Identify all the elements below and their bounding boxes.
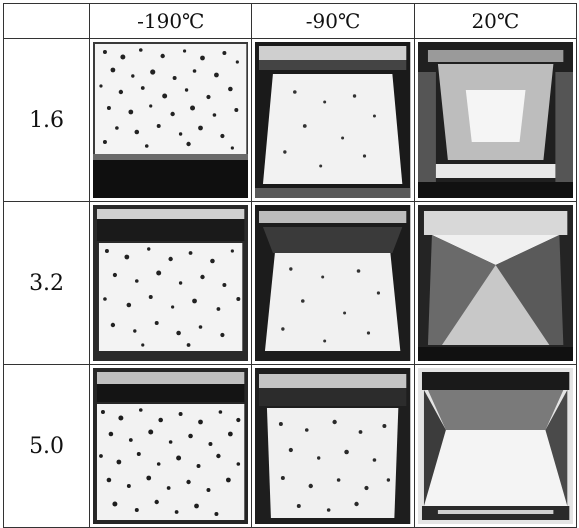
image-cell (89, 201, 253, 365)
specimen-photo (417, 42, 573, 198)
specimen-photo (255, 368, 411, 524)
image-cell (251, 364, 415, 528)
column-header-minus-90: -90℃ (251, 3, 415, 39)
specimen-photo (417, 205, 573, 361)
specimen-photo (255, 205, 411, 361)
row-label-3-2: 3.2 (2, 201, 91, 365)
specimen-photo (93, 368, 249, 524)
specimen-photo (93, 205, 249, 361)
table-row: 1.6 (2, 38, 578, 202)
fracture-surface-table: -190℃ -90℃ 20℃ 1.6 (2, 3, 578, 528)
image-cell (251, 38, 415, 202)
specimen-photo (417, 368, 573, 524)
image-cell (89, 364, 253, 528)
image-cell (413, 364, 578, 528)
image-cell (413, 201, 578, 365)
header-row: -190℃ -90℃ 20℃ (2, 3, 578, 39)
row-label-5-0: 5.0 (2, 364, 91, 528)
column-header-20: 20℃ (413, 3, 578, 39)
image-cell (413, 38, 578, 202)
specimen-photo (255, 42, 411, 198)
specimen-photo (93, 42, 249, 198)
table-row: 3.2 (2, 201, 578, 365)
corner-cell (2, 3, 91, 39)
image-cell (89, 38, 253, 202)
table-row: 5.0 (2, 364, 578, 528)
row-label-1-6: 1.6 (2, 38, 91, 202)
image-cell (251, 201, 415, 365)
column-header-minus-190: -190℃ (89, 3, 253, 39)
